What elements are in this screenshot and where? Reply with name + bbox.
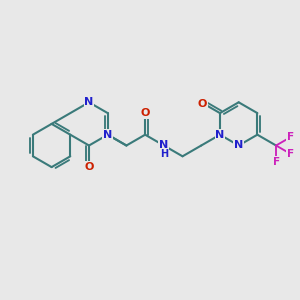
Text: H: H <box>160 149 168 159</box>
Text: N: N <box>103 130 112 140</box>
Text: N: N <box>84 97 94 107</box>
Text: O: O <box>84 162 94 172</box>
Text: N: N <box>215 130 225 140</box>
Text: O: O <box>140 108 150 118</box>
Text: O: O <box>198 99 207 109</box>
Text: F: F <box>272 157 280 167</box>
Text: N: N <box>234 140 243 151</box>
Text: F: F <box>286 132 294 142</box>
Text: F: F <box>286 148 294 159</box>
Text: N: N <box>159 140 169 151</box>
